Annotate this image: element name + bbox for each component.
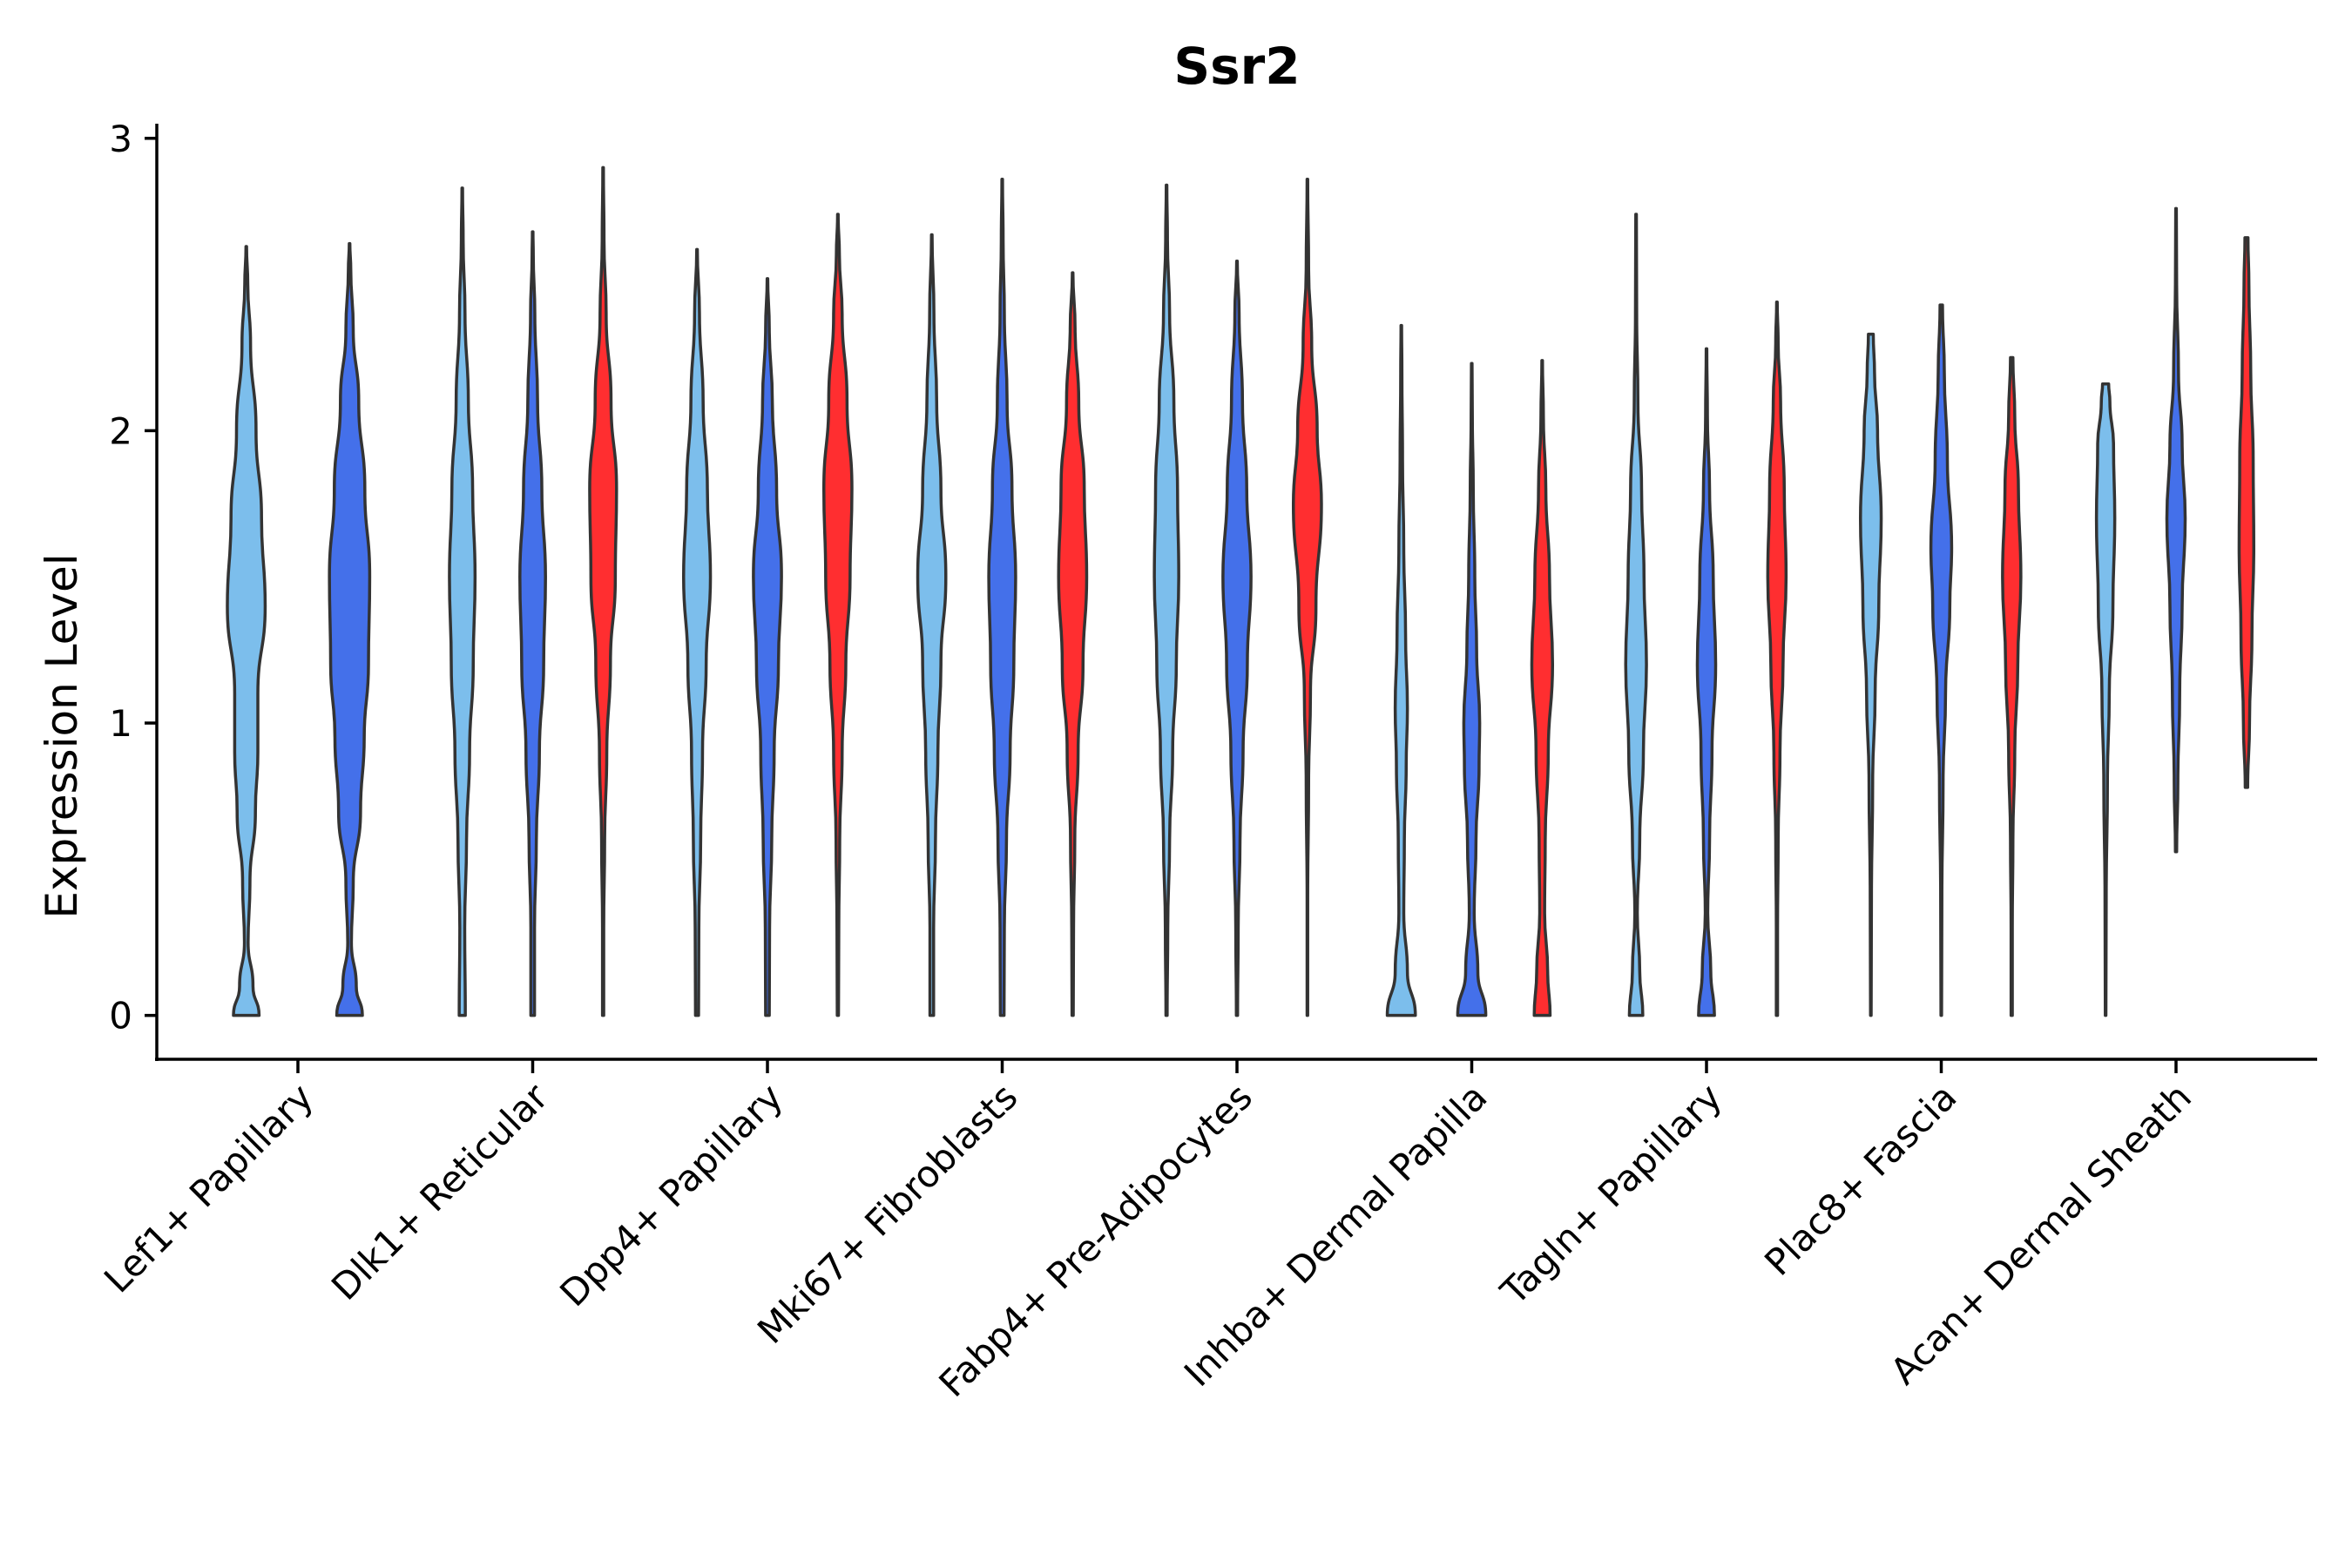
y-tick-label: 2 — [109, 409, 132, 452]
violin-red — [1766, 300, 1788, 1017]
y-ticks: 0 1 2 3 — [109, 118, 157, 1037]
category-group — [916, 178, 1089, 1017]
y-tick-label: 0 — [109, 995, 132, 1037]
y-tick-label: 1 — [109, 702, 132, 745]
chart-title: Ssr2 — [1173, 37, 1300, 96]
category-group — [2094, 206, 2256, 1017]
violin-blue — [328, 241, 372, 1017]
category-group — [681, 213, 854, 1017]
x-tick-label: Dpp4+ Papillary — [551, 1075, 791, 1315]
y-axis-label: Expression Level — [37, 553, 87, 918]
violin-red — [1291, 178, 1323, 1017]
violin-blue — [518, 230, 547, 1017]
violin-light-blue — [1624, 213, 1648, 1017]
category-group — [448, 166, 618, 1017]
violin-red — [2001, 355, 2023, 1017]
category-group — [226, 241, 372, 1017]
x-tick-label: Plac8+ Fascia — [1756, 1075, 1964, 1283]
violin-light-blue — [448, 186, 477, 1017]
violin-light-blue — [1152, 183, 1180, 1017]
violin-red — [1057, 271, 1089, 1017]
violin-blue — [1929, 303, 1954, 1017]
violins-layer — [226, 166, 2256, 1017]
violin-red — [821, 213, 854, 1017]
violin-red — [2237, 236, 2256, 789]
category-group — [1385, 323, 1555, 1017]
violin-blue — [1221, 259, 1253, 1017]
category-group — [1152, 178, 1323, 1017]
violin-light-blue — [2094, 382, 2117, 1017]
violin-light-blue — [681, 247, 713, 1017]
violin-red — [1530, 359, 1555, 1017]
violin-blue — [752, 277, 783, 1017]
violin-blue — [2165, 206, 2187, 854]
violin-blue — [1695, 347, 1718, 1017]
x-tick-label: Mki67+ Fibroblasts — [749, 1075, 1025, 1351]
violin-light-blue — [226, 245, 267, 1017]
x-tick-label: Tagln+ Papillary — [1492, 1075, 1730, 1313]
x-tick-label: Lef1+ Papillary — [96, 1075, 321, 1301]
violin-light-blue — [916, 233, 948, 1017]
violin-blue — [987, 178, 1017, 1017]
violin-blue — [1456, 362, 1488, 1017]
category-group — [1624, 213, 1788, 1017]
violin-red — [588, 166, 618, 1017]
violin-light-blue — [1385, 323, 1417, 1017]
category-group — [1858, 303, 2023, 1017]
y-tick-label: 3 — [109, 118, 132, 160]
violin-light-blue — [1858, 332, 1883, 1017]
x-tick-label: Dlk1+ Reticular — [323, 1075, 557, 1308]
